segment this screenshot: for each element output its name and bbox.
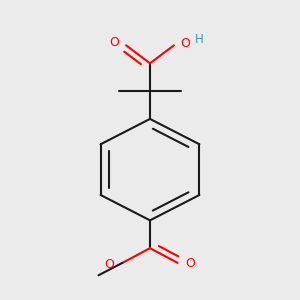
Text: O: O (105, 258, 115, 271)
Text: O: O (180, 38, 190, 50)
Text: H: H (195, 33, 204, 46)
Text: O: O (110, 36, 119, 49)
Text: O: O (185, 257, 195, 270)
